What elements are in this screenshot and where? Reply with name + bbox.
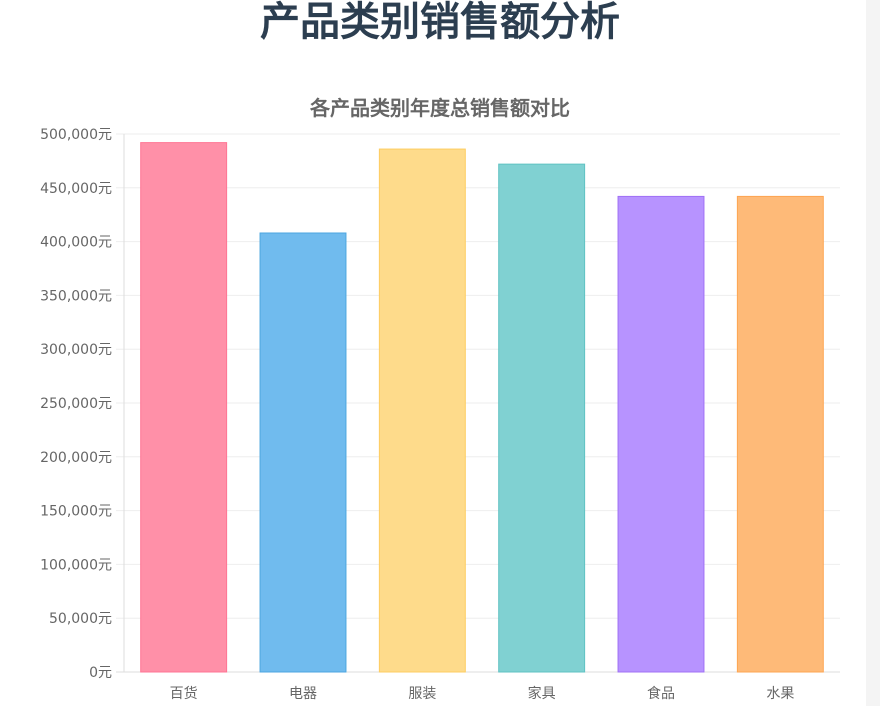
y-tick-label-6: 300,000元 [40,342,112,358]
bar-2[interactable] [378,148,466,673]
y-tick-label-4: 200,000元 [40,450,112,466]
y-tick-label-2: 100,000元 [40,557,112,573]
y-tick-label-10: 500,000元 [40,127,112,143]
x-tick-label-5: 水果 [766,686,794,702]
x-tick-label-0: 百货 [170,685,198,702]
y-tick-label-1: 50,000元 [49,611,112,627]
y-tick-label-3: 150,000元 [40,504,112,520]
bar-chart-svg: 各产品类别年度总销售额对比 0元 50,000元 100,000元 150,000元 2… [40,96,840,702]
bar-4[interactable] [617,195,705,673]
y-tick-label-9: 450,000元 [40,181,112,197]
bars [140,142,824,673]
bar-chart: 各产品类别年度总销售额对比 0元 50,000元 100,000元 150,000元 2… [0,80,866,706]
x-tick-label-4: 食品 [647,685,675,702]
bar-1[interactable] [259,232,347,673]
grid-lines [116,133,840,673]
bar-5[interactable] [736,195,824,673]
y-tick-label-8: 400,000元 [40,235,112,251]
bar-0[interactable] [140,142,228,673]
y-tick-label-7: 350,000元 [40,288,112,304]
x-axis-ticks: 百货 电器 服装 家具 食品 水果 [170,685,795,702]
y-tick-label-5: 250,000元 [40,396,112,412]
scrollbar-track[interactable] [866,0,880,706]
x-tick-label-2: 服装 [408,686,436,702]
x-tick-label-3: 家具 [528,685,556,702]
x-tick-label-1: 电器 [289,686,317,702]
page-title: 产品类别销售额分析 [260,0,620,45]
y-axis-ticks: 0元 50,000元 100,000元 150,000元 200,000元 250,000… [40,127,112,681]
chart-title: 各产品类别年度总销售额对比 [309,96,570,120]
y-tick-label-0: 0元 [89,665,112,681]
bar-3[interactable] [498,163,586,673]
